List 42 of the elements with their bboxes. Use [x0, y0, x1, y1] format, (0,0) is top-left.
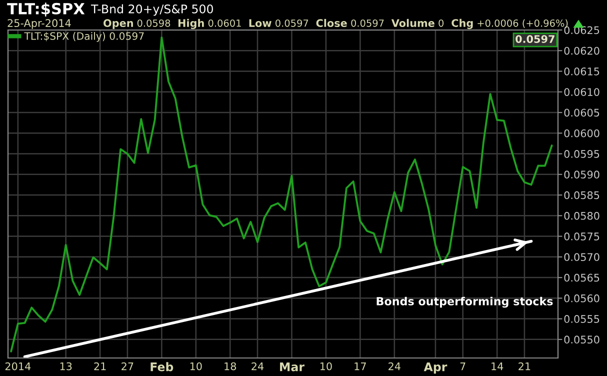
text: High 0.0601 — [178, 18, 241, 30]
x-tick-label: 7 — [460, 362, 466, 370]
text: 25-Apr-2014 — [8, 19, 71, 30]
x-tick-label: 24 — [252, 362, 264, 370]
y-tick-label: 0.0620 — [564, 46, 600, 55]
y-tick-label: 0.0570 — [564, 253, 600, 262]
x-tick-label: 21 — [518, 362, 530, 370]
x-tick-label: 21 — [94, 362, 106, 370]
y-tick-label: 0.0550 — [564, 336, 600, 344]
y-tick-label: 0.0565 — [564, 274, 600, 282]
x-tick-label: 17 — [354, 362, 366, 370]
text: Volume 0 — [391, 18, 444, 28]
annotation: 0.0597 — [516, 35, 554, 43]
text: Close 0.0597 — [316, 18, 384, 28]
y-tick-label: 0.0595 — [564, 150, 600, 158]
x-tick-label: 24 — [388, 362, 400, 370]
text: Open 0.0598 — [104, 19, 170, 30]
y-tick-label: 0.0590 — [564, 170, 600, 179]
text: Low 0.0597 — [249, 19, 308, 28]
y-tick-label: 0.0600 — [564, 129, 600, 138]
y-tick-label: 0.0555 — [564, 315, 600, 323]
x-tick-label: 27 — [122, 362, 134, 370]
x-tick-label: 2014 — [5, 362, 31, 370]
x-tick-label: 13 — [60, 362, 72, 370]
legend-label: TLT:$SPX (Daily) 0.0597 — [24, 32, 144, 42]
y-tick-label: 0.0585 — [564, 191, 600, 200]
x-tick-label: 10 — [190, 362, 202, 370]
y-tick-label: 0.0615 — [564, 67, 600, 76]
x-tick-label: Apr — [424, 362, 448, 374]
annotation: Bonds outperforming stocks — [376, 296, 553, 308]
x-tick-label: 14 — [492, 362, 504, 370]
y-tick-label: 0.0605 — [564, 108, 600, 117]
y-tick-label: 0.0560 — [564, 294, 600, 302]
y-tick-label: 0.0580 — [564, 212, 600, 220]
y-tick-label: 0.0610 — [564, 88, 600, 96]
y-tick-label: 0.0575 — [564, 232, 600, 240]
x-tick-label: Feb — [150, 362, 174, 372]
x-tick-label: Mar — [280, 362, 304, 372]
chart-title: TLT:$SPX — [7, 2, 85, 16]
x-tick-label: 18 — [224, 362, 236, 370]
x-tick-label: 10 — [320, 362, 332, 370]
chart-subtitle: T-Bnd 20+y/S&P 500 — [90, 4, 213, 16]
